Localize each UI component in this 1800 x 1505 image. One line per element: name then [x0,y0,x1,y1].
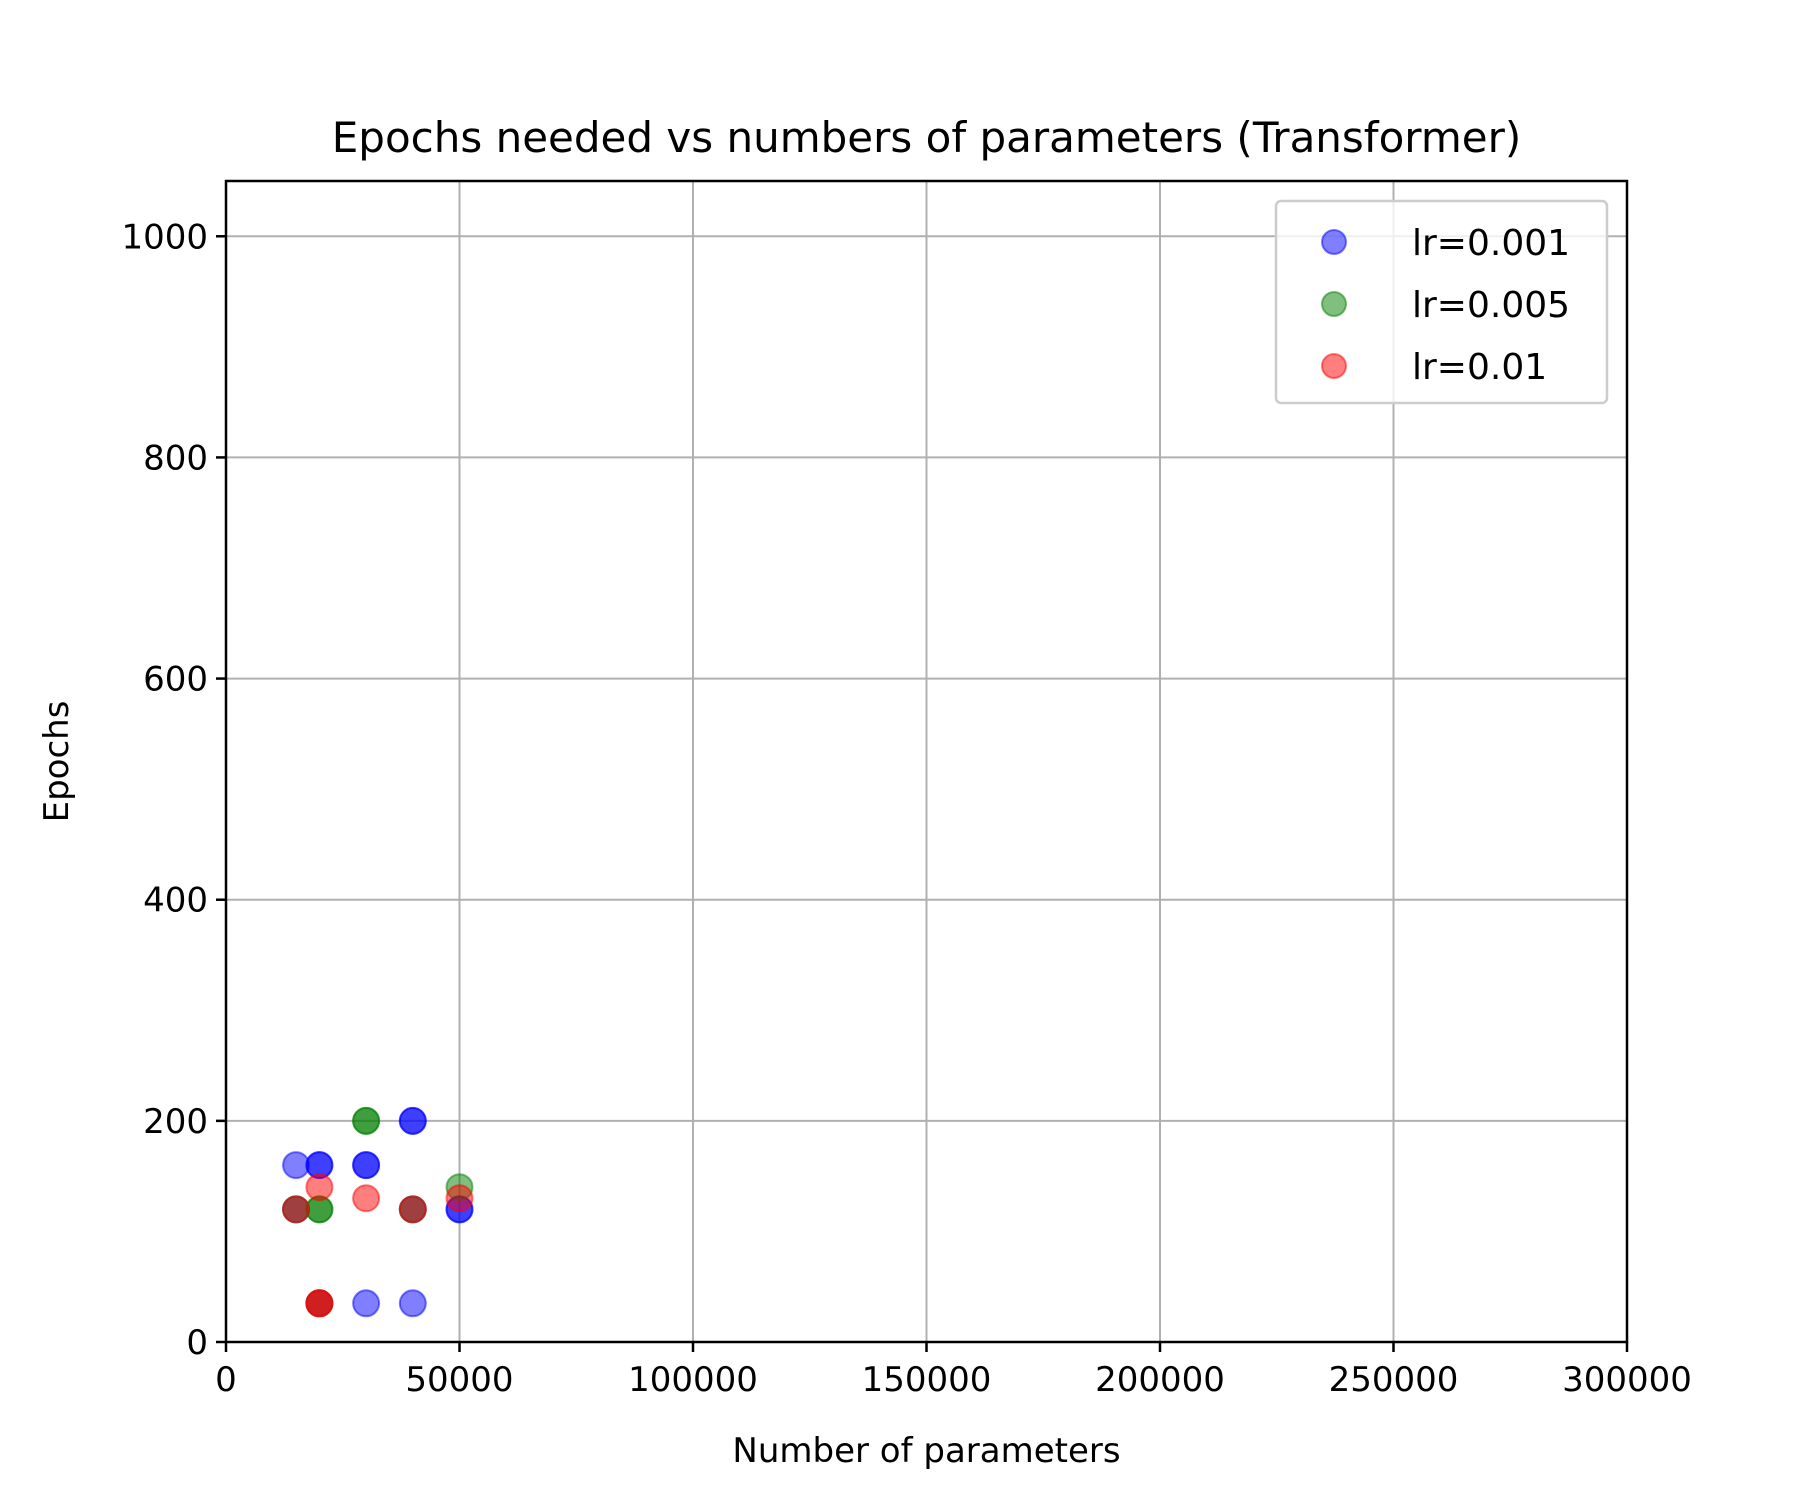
data-point-lr-0-005 [352,1106,381,1135]
x-tick-label: 50000 [405,1360,513,1400]
legend-marker [1321,353,1347,379]
data-points [282,1106,474,1318]
legend-label: lr=0.01 [1412,347,1547,388]
axis-ticks: 0 50000 100000 150000 200000 250000 300000 0 200… [121,217,1691,1400]
x-tick-label: 250000 [1329,1360,1459,1400]
data-point-lr-0-01 [398,1195,427,1224]
y-tick-label: 1000 [121,217,208,257]
legend-marker [1321,291,1347,317]
data-point-lr-0-001 [352,1289,381,1318]
legend-label: lr=0.005 [1412,285,1570,326]
x-tick-label: 0 [215,1360,237,1400]
x-axis-label: Number of parameters [732,1431,1120,1471]
x-tick-label: 300000 [1562,1360,1692,1400]
x-tick-label: 200000 [1095,1360,1225,1400]
data-point-lr-0-001 [398,1106,427,1135]
x-tick-label: 100000 [628,1360,758,1400]
data-point-lr-0-001 [398,1289,427,1318]
data-point-lr-0-01 [305,1173,334,1202]
y-tick-label: 0 [186,1323,208,1363]
legend-marker [1321,229,1347,255]
data-point-lr-0-01 [352,1184,381,1213]
data-point-lr-0-01 [305,1289,334,1318]
y-tick-label: 200 [143,1102,208,1142]
chart-title: Epochs needed vs numbers of parameters (… [332,113,1521,162]
legend: lr=0.001 lr=0.005 lr=0.01 [1274,199,1609,405]
data-point-lr-0-01 [445,1184,474,1213]
legend-box [1274,199,1609,405]
y-tick-label: 800 [143,438,208,478]
data-point-lr-0-01 [282,1195,311,1224]
data-point-lr-0-001 [282,1151,311,1180]
data-point-lr-0-001 [352,1151,381,1180]
y-axis-label: Epochs [37,701,77,823]
legend-label: lr=0.001 [1412,223,1570,264]
y-tick-label: 600 [143,660,208,700]
x-tick-label: 150000 [862,1360,992,1400]
y-tick-label: 400 [143,881,208,921]
